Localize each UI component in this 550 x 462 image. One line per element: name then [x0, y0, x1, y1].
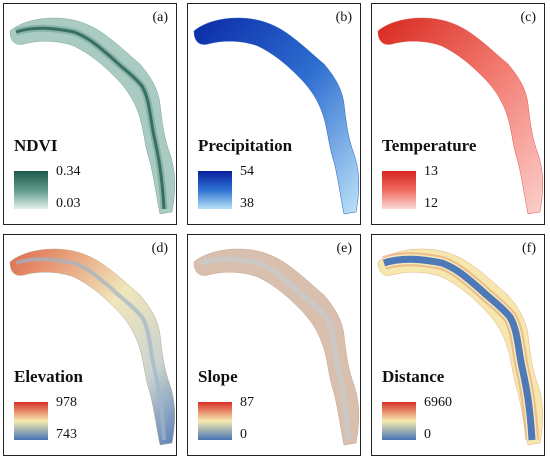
panel-letter: (d)	[151, 241, 168, 256]
panel-title: NDVI	[14, 136, 58, 155]
colorbar-min: 0	[240, 427, 247, 442]
panel-precipitation: (b) Precipitation 54 38	[187, 3, 361, 225]
colorbar-min: 743	[56, 427, 77, 442]
panel-title: Slope	[198, 367, 238, 386]
panel-title: Elevation	[14, 367, 83, 386]
temperature-colorbar	[382, 171, 416, 209]
colorbar-max: 6960	[424, 395, 452, 410]
panel-letter: (e)	[336, 241, 352, 256]
ndvi-colorbar	[14, 171, 48, 209]
panel-title: Temperature	[382, 136, 477, 155]
panel-letter: (c)	[520, 10, 536, 25]
colorbar-min: 38	[240, 196, 254, 211]
panel-temperature: (c) Temperature 13 12	[371, 3, 545, 225]
colorbar-min: 12	[424, 196, 438, 211]
colorbar-max: 13	[424, 164, 438, 179]
panel-distance: (f) Distance 6960 0	[371, 234, 545, 456]
colorbar-max: 0.34	[56, 164, 81, 179]
precipitation-colorbar	[198, 171, 232, 209]
slope-colorbar	[198, 402, 232, 440]
colorbar-min: 0	[424, 427, 431, 442]
panel-title: Precipitation	[198, 136, 293, 155]
colorbar-min: 0.03	[56, 196, 81, 211]
panel-ndvi: (a) NDVI 0.34 0.03	[3, 3, 177, 225]
panel-slope: (e) Slope 87 0	[187, 234, 361, 456]
elevation-colorbar	[14, 402, 48, 440]
panel-letter: (b)	[335, 10, 352, 25]
colorbar-max: 54	[240, 164, 254, 179]
distance-colorbar	[382, 402, 416, 440]
colorbar-max: 87	[240, 395, 254, 410]
panel-title: Distance	[382, 367, 445, 386]
panel-letter: (a)	[152, 10, 168, 25]
panel-letter: (f)	[522, 241, 536, 256]
colorbar-max: 978	[56, 395, 77, 410]
panel-elevation: (d) Elevation 978 743	[3, 234, 177, 456]
